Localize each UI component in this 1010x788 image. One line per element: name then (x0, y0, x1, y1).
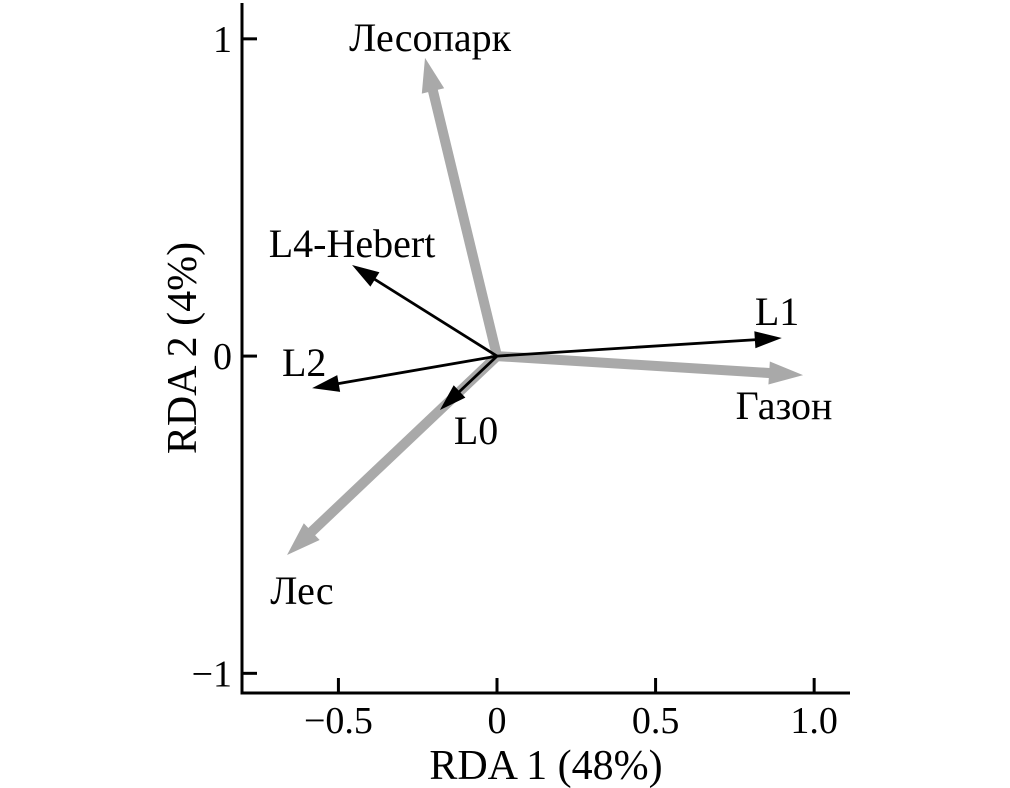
env-arrow-1-head-icon (768, 361, 804, 385)
sp-arrow-0-head-icon (352, 265, 380, 287)
y-tick-label-2: 1 (213, 19, 232, 61)
sp-arrow-3-head-icon (439, 385, 466, 411)
sp-arrow-label-0: L4-Hebert (269, 221, 436, 266)
y-tick-label-0: −1 (192, 653, 232, 695)
sp-arrow-0-shaft (370, 276, 498, 358)
x-axis-title: RDA 1 (48%) (429, 743, 662, 788)
x-tick-label-0: −0.5 (304, 700, 373, 742)
sp-arrow-3-shaft (455, 355, 498, 396)
env-arrow-0-shaft (427, 85, 502, 358)
y-axis-title: RDA 2 (4%) (160, 242, 206, 454)
x-tick-label-3: 1.0 (790, 700, 838, 742)
env-arrow-1-shaft (496, 351, 774, 379)
sp-arrow-1-head-icon (312, 375, 341, 392)
sp-arrow-2-head-icon (754, 331, 782, 349)
sp-arrow-1-shaft (334, 354, 498, 386)
y-tick-label-1: 0 (213, 336, 232, 378)
x-tick-label-2: 0.5 (632, 700, 680, 742)
sp-arrow-label-3: L0 (454, 408, 498, 453)
sp-arrow-2-shaft (496, 338, 759, 358)
env-arrow-0-head-icon (421, 57, 445, 94)
x-tick-label-1: 0 (487, 700, 506, 742)
env-arrow-2-head-icon (287, 523, 320, 555)
env-arrow-label-0: Лесопарк (349, 15, 512, 60)
env-arrow-label-2: Лес (270, 568, 333, 613)
sp-arrow-label-1: L2 (282, 340, 326, 385)
sp-arrow-label-2: L1 (755, 289, 799, 334)
env-arrow-label-1: Газон (736, 383, 833, 428)
